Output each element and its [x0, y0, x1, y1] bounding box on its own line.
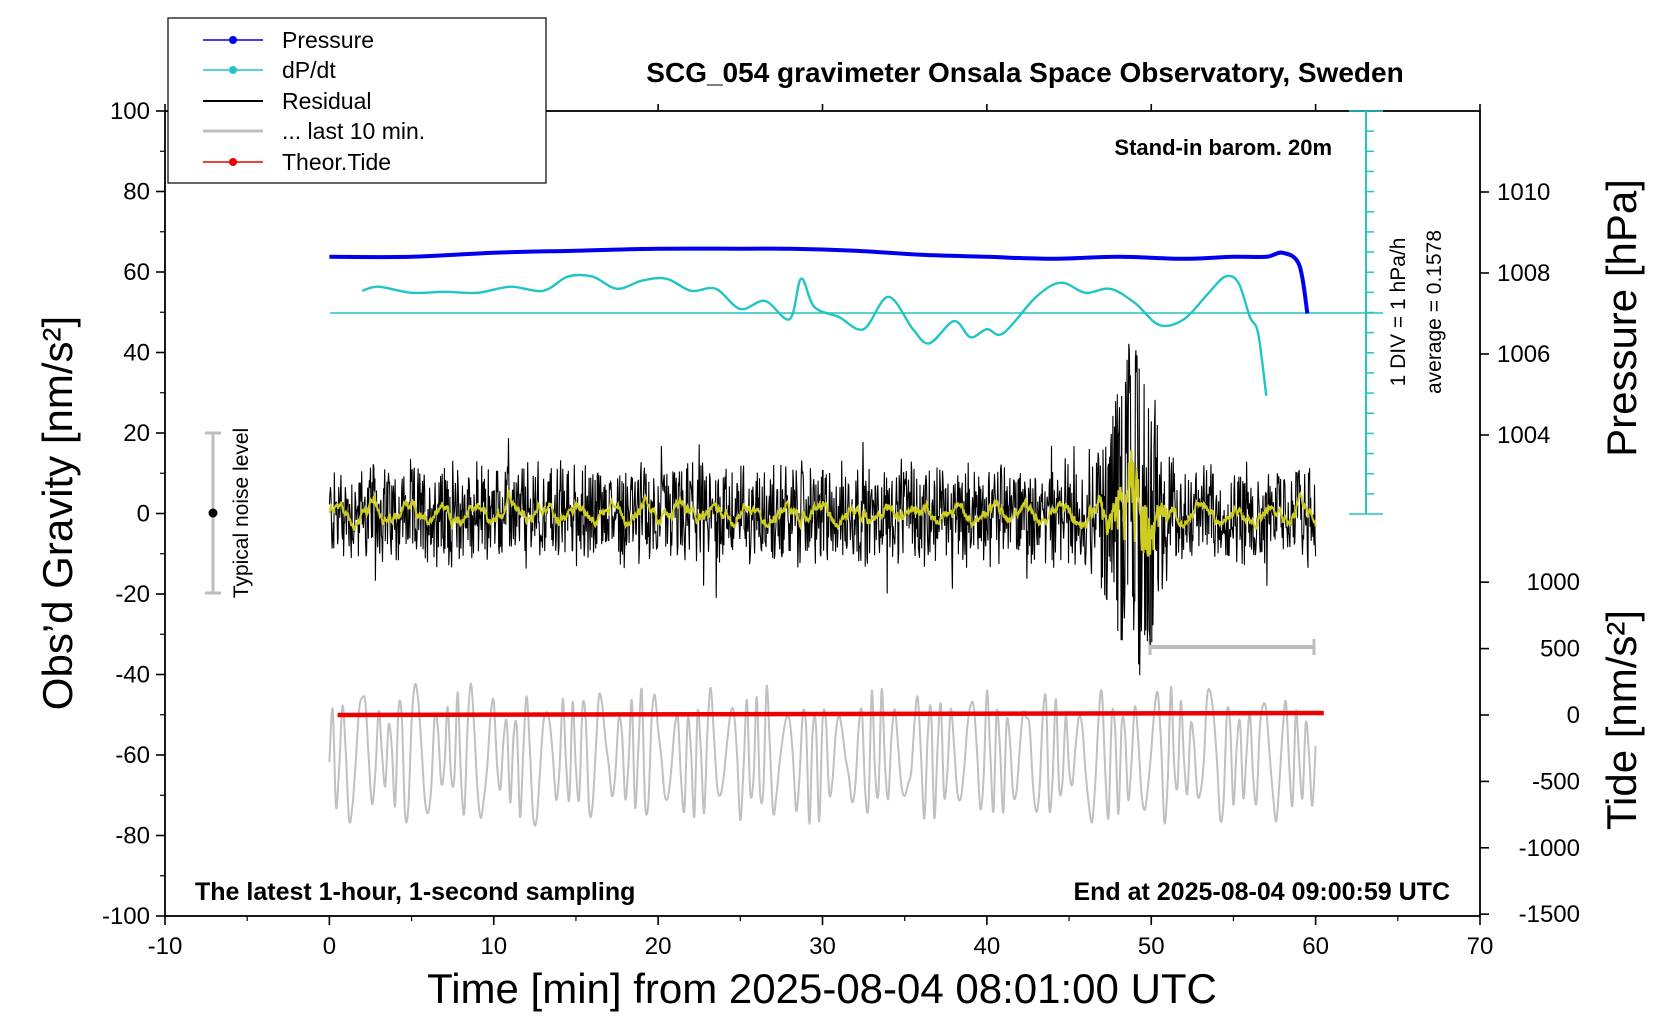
x-tick-label: 40	[974, 933, 1001, 960]
x-tick-label: 10	[480, 933, 507, 960]
y-axis-label-pressure: Pressure [hPa]	[1598, 179, 1645, 457]
x-axis-label: Time [min] from 2025-08-04 08:01:00 UTC	[427, 965, 1217, 1012]
y-axis-ticks-left: 100 80 60 40 20 0 -20 -40 -60 -80 -100	[102, 98, 165, 930]
y-axis-ticks-pressure: 1010 1008 1006 1004	[1480, 179, 1550, 449]
noise-level-indicator	[205, 431, 221, 595]
pressure-tick-label: 1010	[1497, 179, 1550, 206]
theoretical-tide-series	[337, 710, 1324, 718]
last-10-min-marker	[1148, 639, 1316, 655]
legend-residual: Residual	[282, 88, 372, 114]
y-tick-label: -60	[115, 742, 150, 769]
tide-tick-label: 0	[1567, 702, 1580, 729]
y-tick-label: -20	[115, 581, 150, 608]
pressure-tick-label: 1006	[1497, 341, 1550, 368]
x-tick-label: -10	[148, 933, 183, 960]
y-axis-label-tide: Tide [nm/s²]	[1598, 610, 1645, 830]
tide-tick-label: 1000	[1527, 569, 1580, 596]
x-tick-label: 50	[1138, 933, 1165, 960]
tide-tick-label: -500	[1532, 768, 1580, 795]
residual-smoothed-series	[328, 450, 1317, 557]
legend-pressure: Pressure	[282, 27, 374, 53]
y-tick-label: 0	[137, 501, 150, 528]
y-axis-label-left: Obs’d Gravity [nm/s²]	[34, 316, 81, 710]
x-axis-ticks: -10 0 10 20 30 40 50 60 70	[148, 104, 1494, 960]
x-tick-label: 0	[323, 933, 336, 960]
legend-tide: Theor.Tide	[282, 149, 391, 175]
legend-dpdt: dP/dt	[282, 57, 336, 83]
barometer-note: Stand-in barom. 20m	[1114, 135, 1332, 160]
y-tick-label: -80	[115, 823, 150, 850]
dpdt-average-label: average = 0.1578	[1423, 230, 1446, 394]
y-tick-label: 80	[123, 179, 150, 206]
pressure-tick-label: 1008	[1497, 260, 1550, 287]
x-tick-label: 20	[645, 933, 672, 960]
legend: Pressure dP/dt Residual ... last 10 min.…	[167, 17, 547, 184]
y-axis-ticks-tide: 1000 500 0 -500 -1000 -1500	[1480, 569, 1580, 928]
pressure-tick-label: 1004	[1497, 422, 1550, 449]
y-tick-label: 60	[123, 259, 150, 286]
end-time-note: End at 2025-08-04 09:00:59 UTC	[1073, 878, 1450, 906]
dpdt-series	[361, 273, 1268, 396]
tide-tick-label: -1000	[1519, 835, 1580, 862]
y-tick-label: 40	[123, 340, 150, 367]
tide-tick-label: -1500	[1519, 901, 1580, 928]
pressure-series	[329, 246, 1310, 314]
y-tick-label: 20	[123, 420, 150, 447]
y-tick-label: 100	[110, 98, 150, 125]
x-tick-label: 70	[1467, 933, 1494, 960]
last-10-min-series	[328, 682, 1317, 827]
noise-level-label: Typical noise level	[230, 428, 253, 598]
chart-title: SCG_054 gravimeter Onsala Space Observat…	[646, 57, 1403, 88]
x-tick-label: 30	[809, 933, 836, 960]
dpdt-scale-label: 1 DIV = 1 hPa/h	[1387, 238, 1410, 387]
legend-last-10-min: ... last 10 min.	[282, 118, 425, 144]
residual-series	[328, 343, 1317, 676]
x-tick-label: 60	[1302, 933, 1329, 960]
y-tick-label: -40	[115, 662, 150, 689]
tide-tick-label: 500	[1540, 636, 1580, 663]
y-tick-label: -100	[102, 903, 150, 930]
sampling-note: The latest 1-hour, 1-second sampling	[195, 878, 635, 906]
